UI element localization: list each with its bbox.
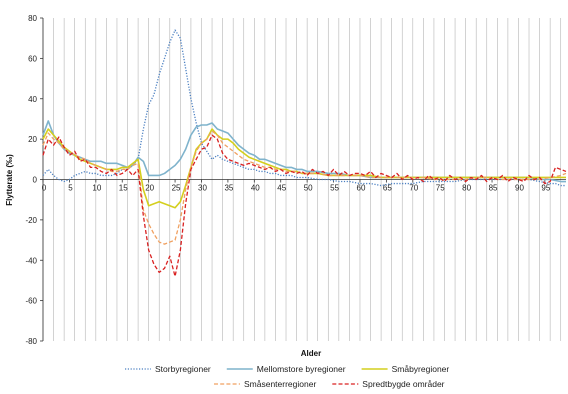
- series-lines: [42, 29, 567, 278]
- x-tick-label: 15: [119, 184, 128, 193]
- legend-label: Spredtbygde områder: [362, 379, 444, 389]
- x-tick-label: 0: [42, 184, 47, 193]
- y-tick-label: -40: [25, 256, 37, 265]
- x-tick-label: 90: [515, 184, 524, 193]
- y-tick-label: -20: [25, 216, 37, 225]
- x-tick-label: 85: [489, 184, 498, 193]
- legend: Storbyregioner Mellomstore byregioner Småb…: [125, 364, 449, 389]
- x-tick-label: 10: [92, 184, 101, 193]
- y-tick-label: 60: [28, 54, 37, 63]
- x-tick-label: 20: [145, 184, 154, 193]
- legend-item: Mellomstore byregioner: [226, 364, 346, 374]
- legend-item: Småsenterregioner: [214, 379, 316, 389]
- x-tick-label: 35: [224, 184, 233, 193]
- series-line-3: [42, 128, 566, 209]
- legend-item: Småbyregioner: [361, 364, 450, 374]
- series-line-1: [42, 29, 566, 187]
- y-tick-label: -60: [25, 297, 37, 306]
- x-tick-label: 95: [541, 184, 550, 193]
- series-line-2: [42, 120, 566, 183]
- axes: -80 -60 -40 -20 0 20 40 60 80 0 5 10 15 20 25 30 35 40 45 5…: [25, 14, 566, 346]
- x-tick-label: 25: [172, 184, 181, 193]
- x-tick-label: 60: [357, 184, 366, 193]
- x-tick-label: 75: [436, 184, 445, 193]
- x-axis-title: Alder: [301, 349, 321, 358]
- legend-label: Storbyregioner: [155, 364, 211, 374]
- x-tick-label: 5: [68, 184, 73, 193]
- series-line-4: [42, 130, 567, 245]
- y-axis-title: Flytterate (‰): [5, 154, 14, 206]
- legend-item: Storbyregioner: [125, 364, 211, 374]
- y-tick-label: -80: [25, 337, 37, 346]
- y-tick-label: 0: [33, 176, 38, 185]
- x-tick-label: 45: [277, 184, 286, 193]
- x-tick-label: 80: [462, 184, 471, 193]
- x-tick-label: 70: [409, 184, 418, 193]
- legend-item: Spredtbygde områder: [332, 379, 445, 389]
- y-tick-label: 20: [28, 135, 37, 144]
- legend-label: Mellomstore byregioner: [257, 364, 346, 374]
- legend-label: Småbyregioner: [392, 364, 450, 374]
- x-tick-label: 40: [251, 184, 260, 193]
- x-tick-label: 55: [330, 184, 339, 193]
- x-tick-label: 50: [304, 184, 313, 193]
- series-line-5: [42, 134, 567, 278]
- y-tick-label: 80: [28, 14, 37, 23]
- legend-label: Småsenterregioner: [244, 379, 316, 389]
- y-tick-label: 40: [28, 95, 37, 104]
- x-tick-label: 65: [383, 184, 392, 193]
- x-tick-label: 30: [198, 184, 207, 193]
